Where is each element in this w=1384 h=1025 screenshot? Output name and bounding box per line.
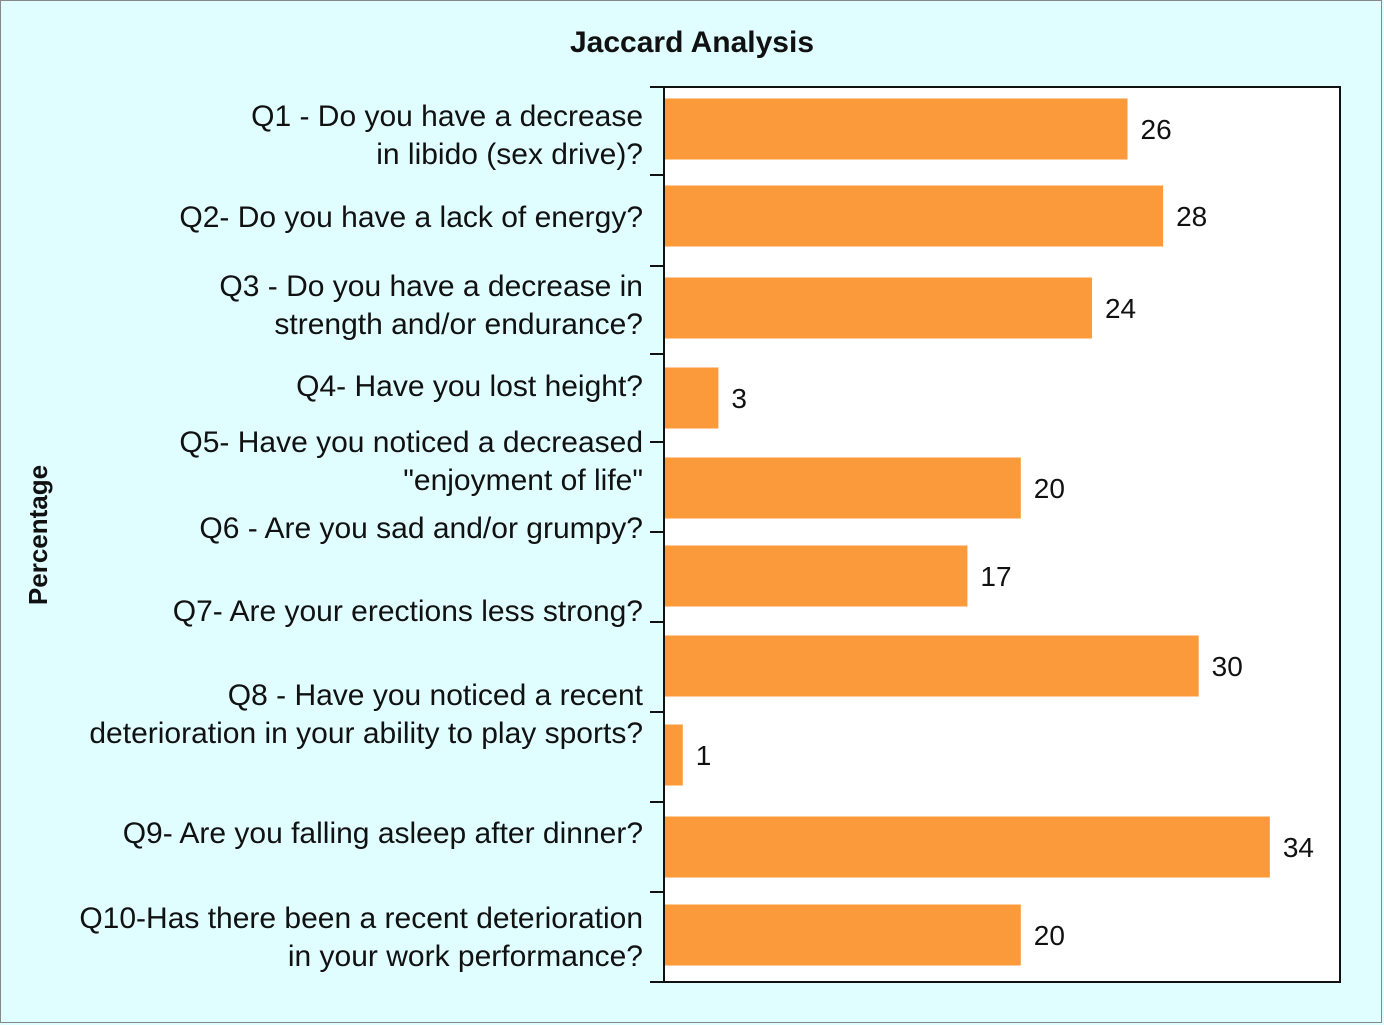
category-labels: Q1 - Do you have a decrease in libido (se… xyxy=(79,100,643,973)
category-label: Q8 - Have you noticed a recent xyxy=(228,679,644,712)
data-label: 26 xyxy=(1141,114,1172,145)
data-label: 24 xyxy=(1105,293,1136,324)
category-label: Q3 - Do you have a decrease in xyxy=(219,270,643,303)
bar xyxy=(665,457,1021,519)
data-label: 30 xyxy=(1212,651,1243,682)
category-label: in libido (sex drive)? xyxy=(376,138,643,171)
data-label: 3 xyxy=(731,383,747,414)
category-label: Q4- Have you lost height? xyxy=(296,370,643,403)
data-label: 1 xyxy=(696,740,712,771)
bar xyxy=(665,635,1199,697)
y-axis-label: Percentage xyxy=(23,465,53,605)
category-label: Q1 - Do you have a decrease xyxy=(251,100,643,133)
bar xyxy=(665,816,1270,878)
data-label: 17 xyxy=(980,561,1011,592)
data-label: 20 xyxy=(1034,473,1065,504)
data-label: 20 xyxy=(1034,920,1065,951)
bar xyxy=(665,545,968,607)
chart-title: Jaccard Analysis xyxy=(570,26,814,59)
bar xyxy=(665,98,1128,160)
bar xyxy=(665,185,1164,247)
category-label: "enjoyment of life" xyxy=(403,464,643,497)
category-label: Q2- Do you have a lack of energy? xyxy=(179,201,643,234)
category-label: Q7- Are your erections less strong? xyxy=(173,595,643,628)
category-label: Q10-Has there been a recent deterioratio… xyxy=(79,902,643,935)
category-label: Q6 - Are you sad and/or grumpy? xyxy=(199,512,643,545)
bar xyxy=(665,724,683,786)
category-label: in your work performance? xyxy=(288,940,643,973)
bars: 26 28 24 3 20 17 30 1 34 20 xyxy=(665,98,1314,966)
category-label: Q9- Are you falling asleep after dinner? xyxy=(123,817,643,850)
category-label: Q5- Have you noticed a decreased xyxy=(179,426,643,459)
y-axis-ticks xyxy=(650,86,664,983)
category-label: strength and/or endurance? xyxy=(274,308,643,341)
bar xyxy=(665,904,1021,966)
category-label: deterioration in your ability to play sp… xyxy=(89,717,643,750)
data-label: 34 xyxy=(1283,832,1314,863)
bar xyxy=(665,277,1092,339)
bar xyxy=(665,367,719,429)
data-label: 28 xyxy=(1176,201,1207,232)
